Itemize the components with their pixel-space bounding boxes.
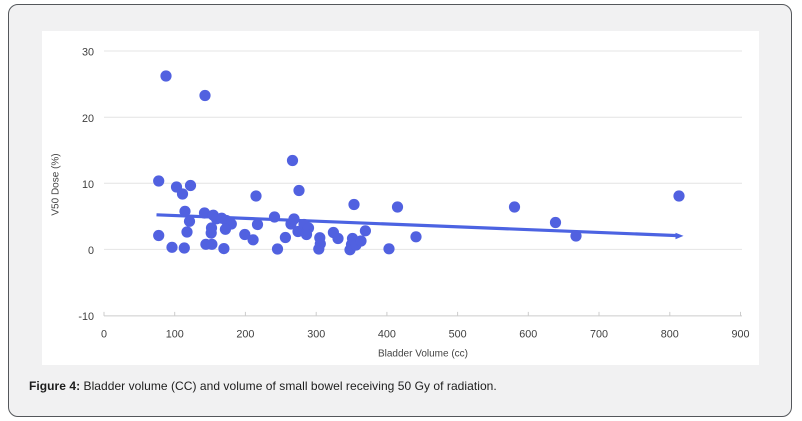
svg-text:0: 0 (88, 245, 94, 257)
svg-text:500: 500 (449, 328, 467, 340)
svg-text:100: 100 (166, 328, 184, 340)
svg-text:Bladder Volume (cc): Bladder Volume (cc) (378, 349, 468, 360)
svg-text:10: 10 (82, 179, 94, 191)
svg-text:700: 700 (590, 328, 608, 340)
svg-text:30: 30 (82, 47, 94, 59)
svg-text:20: 20 (82, 113, 94, 125)
svg-text:900: 900 (731, 328, 749, 340)
svg-text:200: 200 (236, 328, 254, 340)
svg-text:800: 800 (661, 328, 679, 340)
svg-text:0: 0 (101, 328, 107, 340)
svg-text:600: 600 (519, 328, 537, 340)
svg-text:V50 Dose (%): V50 Dose (%) (51, 153, 62, 215)
svg-text:400: 400 (378, 328, 396, 340)
svg-text:-10: -10 (78, 311, 94, 323)
svg-text:300: 300 (307, 328, 325, 340)
